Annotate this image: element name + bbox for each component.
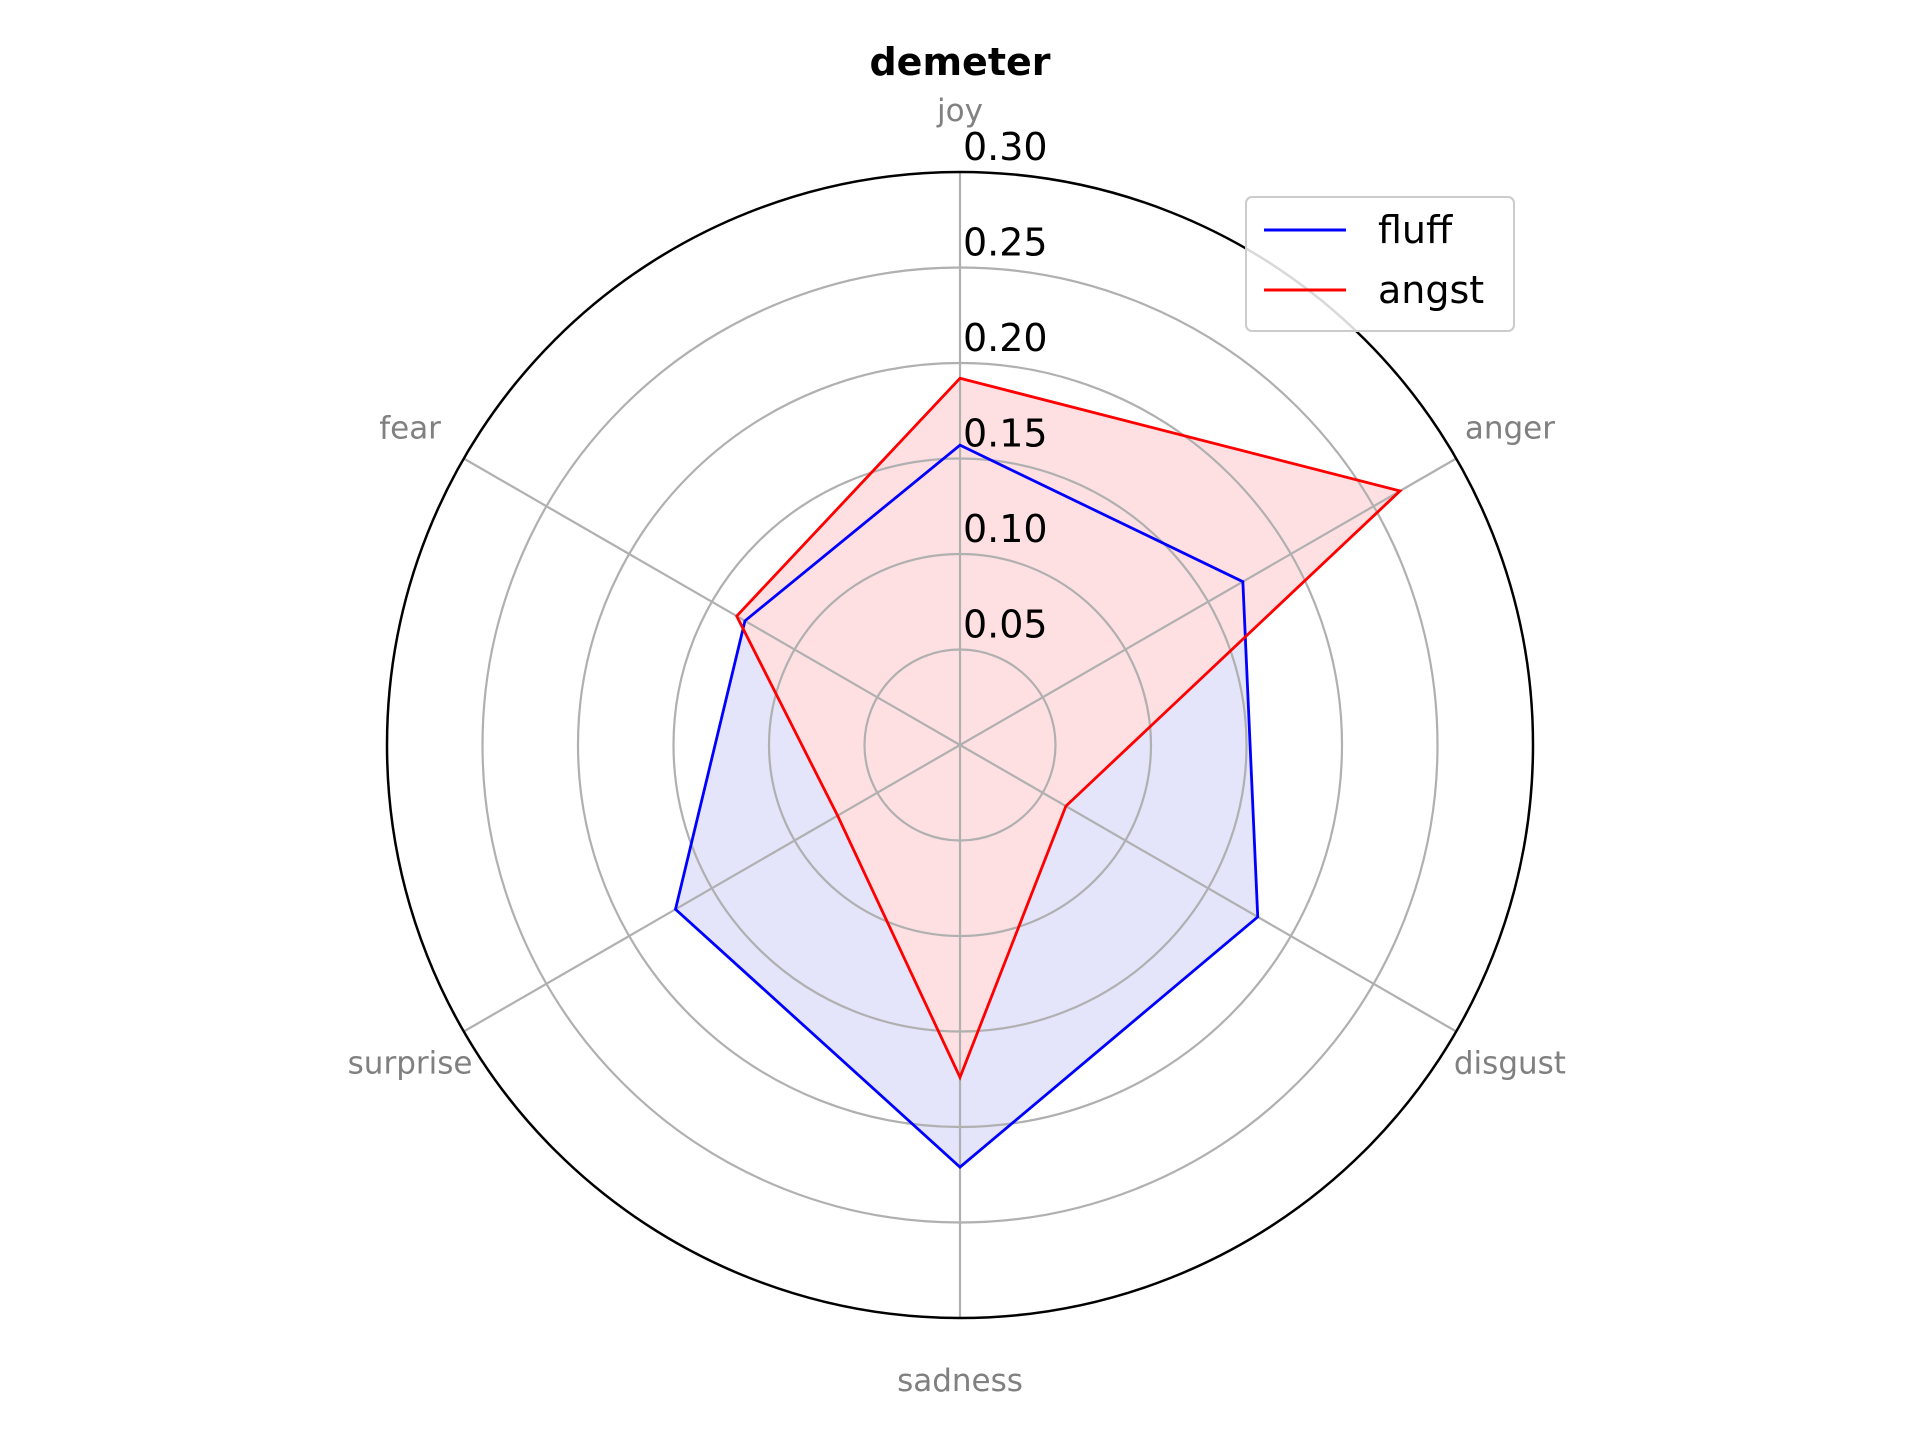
legend-label-angst: angst [1378,268,1484,312]
axis-label-sadness: sadness [897,1363,1023,1399]
series-lines [673,376,1403,1169]
radar-grid [463,172,1457,1318]
outer-frame [385,170,1535,1320]
axis-label-anger: anger [1465,411,1555,447]
series-fill-angst [736,378,1400,1078]
rtick-label: 0.25 [963,221,1048,265]
rtick-label: 0.10 [963,507,1048,551]
axis-labels: joy anger disgust sadness surprise fear [348,93,1566,1399]
spoke-anger [959,457,1457,746]
chart-title: demeter [869,40,1050,84]
legend-label-fluff: fluff [1378,208,1453,252]
axis-label-fear: fear [379,411,441,447]
series-line-angst [735,376,1403,1081]
rtick-label: 0.20 [963,316,1048,360]
axis-label-surprise: surprise [348,1046,473,1082]
spoke-surprise [463,744,961,1033]
spoke-disgust [959,744,1457,1033]
radial-tick-labels: 0.05 0.10 0.15 0.20 0.25 0.30 [963,125,1048,647]
series-line-fluff [673,443,1260,1169]
series-fills [675,378,1400,1168]
rtick-label: 0.30 [963,125,1048,169]
axis-label-joy: joy [936,93,983,129]
legend: fluff angst [1245,196,1515,332]
spoke-fear [463,457,961,746]
rtick-label: 0.05 [963,603,1048,647]
rtick-label: 0.15 [963,412,1048,456]
axis-label-disgust: disgust [1454,1046,1566,1082]
